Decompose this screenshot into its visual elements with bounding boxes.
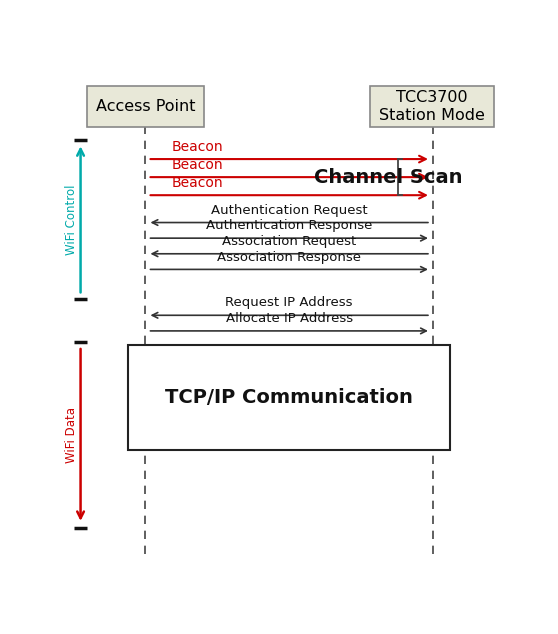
Text: Beacon: Beacon bbox=[171, 139, 223, 153]
Text: Beacon: Beacon bbox=[171, 158, 223, 172]
Text: TCP/IP Communication: TCP/IP Communication bbox=[165, 387, 413, 406]
Text: WiFi Control: WiFi Control bbox=[65, 184, 78, 255]
Text: Request IP Address: Request IP Address bbox=[225, 297, 353, 309]
Text: Beacon: Beacon bbox=[171, 176, 223, 190]
Text: Allocate IP Address: Allocate IP Address bbox=[225, 312, 353, 325]
Bar bbox=[128, 345, 450, 450]
Text: Channel Scan: Channel Scan bbox=[314, 167, 463, 186]
Text: Authentication Request: Authentication Request bbox=[211, 204, 368, 217]
Text: Access Point: Access Point bbox=[95, 99, 195, 114]
Text: Association Response: Association Response bbox=[217, 250, 361, 264]
Bar bbox=[371, 86, 493, 127]
Text: Association Request: Association Request bbox=[222, 235, 357, 248]
Text: WiFi Data: WiFi Data bbox=[65, 407, 78, 463]
Text: TCC3700
Station Mode: TCC3700 Station Mode bbox=[379, 91, 485, 123]
Bar bbox=[87, 86, 204, 127]
Text: Authentication Response: Authentication Response bbox=[206, 219, 372, 232]
